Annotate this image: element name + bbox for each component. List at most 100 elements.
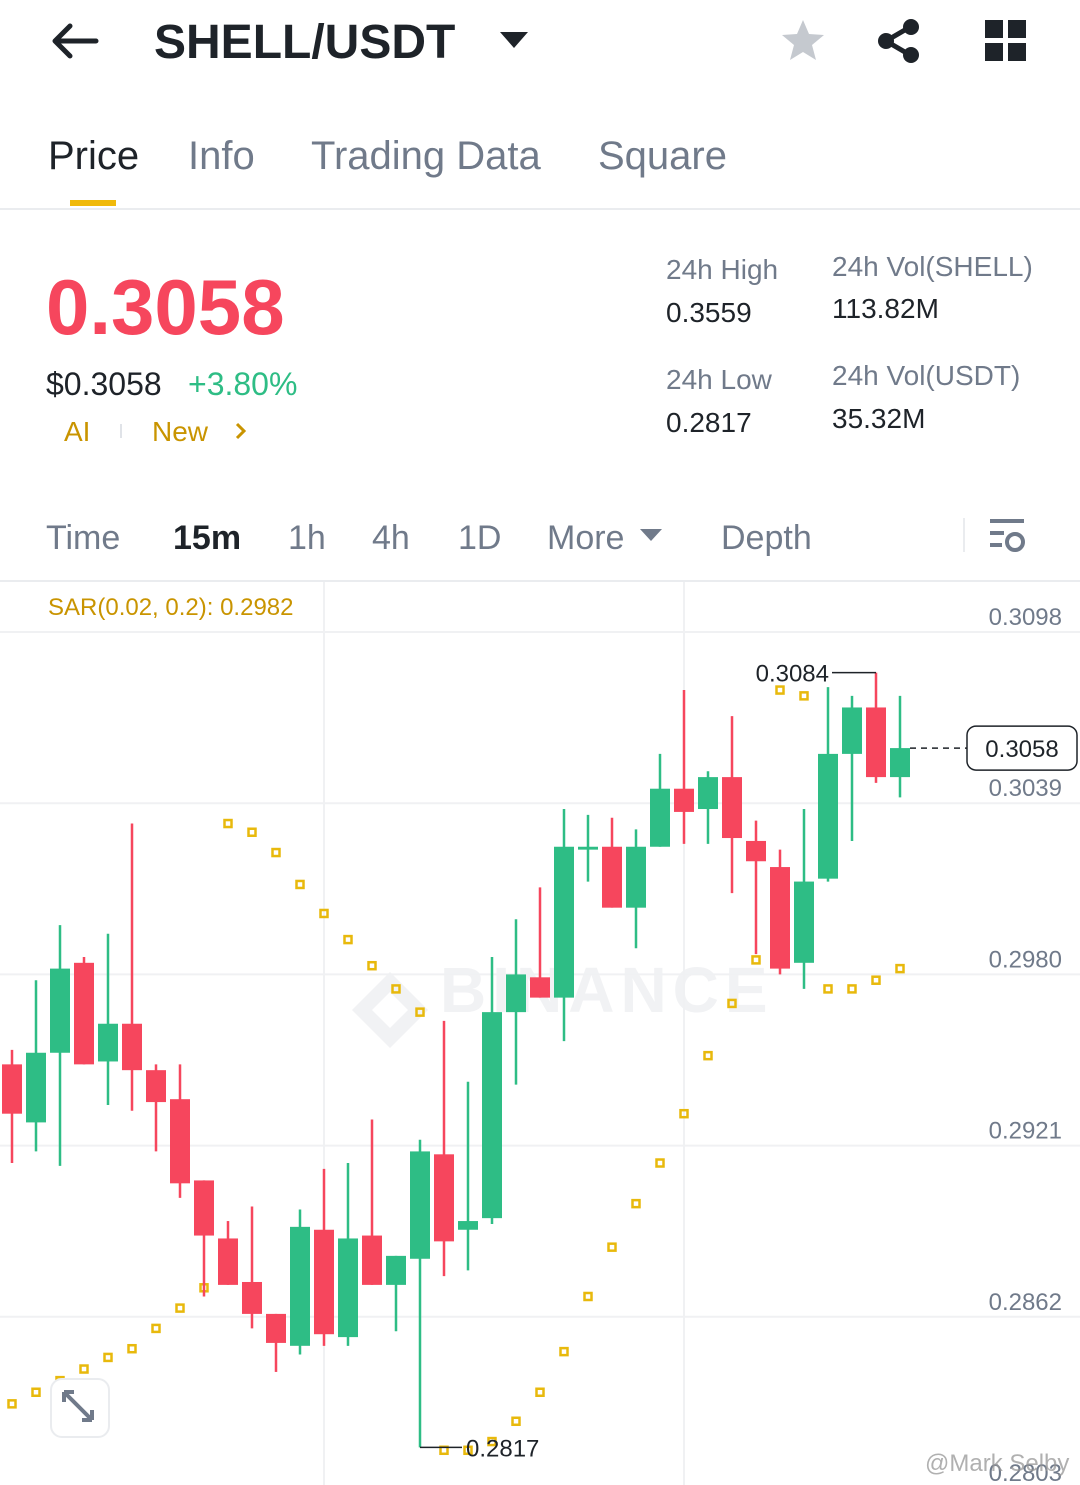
menu-button[interactable] bbox=[985, 20, 1027, 62]
candle-body bbox=[818, 753, 838, 879]
candle-body bbox=[98, 1023, 118, 1062]
interval[interactable]: Time bbox=[46, 519, 121, 557]
arrow-icon bbox=[52, 23, 99, 59]
stat-label: 24h Vol(USDT) bbox=[832, 360, 1021, 391]
indicator-label: SAR(0.02, 0.2): 0.2982 bbox=[48, 594, 294, 621]
expand-button[interactable] bbox=[50, 1378, 110, 1438]
sar-dot bbox=[343, 934, 353, 945]
tag[interactable]: AI bbox=[64, 416, 91, 447]
candle-body bbox=[218, 1238, 238, 1285]
tag-separator bbox=[120, 424, 122, 438]
candlestick-chart: BINANCE0.30980.30390.29800.29210.28620.2… bbox=[0, 582, 1080, 1485]
pair-title[interactable]: SHELL/USDT bbox=[154, 16, 456, 69]
tab-indicator bbox=[70, 200, 116, 206]
candle-body bbox=[170, 1099, 190, 1184]
tab[interactable]: Trading Data bbox=[311, 134, 541, 178]
interval[interactable]: Depth bbox=[721, 519, 812, 557]
candle-body bbox=[602, 846, 622, 908]
candle-body bbox=[890, 748, 910, 778]
sar-dot bbox=[487, 1436, 497, 1447]
credit: @Mark Selby bbox=[925, 1450, 1070, 1477]
sar-dot bbox=[391, 984, 401, 994]
candle-body bbox=[74, 962, 94, 1065]
sar-dot bbox=[727, 998, 737, 1009]
tab-active[interactable]: Price bbox=[48, 134, 140, 178]
candle-body bbox=[794, 881, 814, 963]
last-price-box bbox=[966, 725, 1078, 771]
divider bbox=[0, 208, 1080, 210]
interval[interactable]: More bbox=[547, 519, 625, 557]
candle-body bbox=[290, 1226, 310, 1346]
candle-body bbox=[674, 788, 694, 812]
candle-body bbox=[698, 777, 718, 810]
tag[interactable]: New bbox=[152, 416, 209, 447]
sar-dot bbox=[799, 691, 809, 701]
interval[interactable]: 1D bbox=[458, 519, 502, 557]
stat-label: 24h Low bbox=[666, 364, 772, 395]
candle-body bbox=[434, 1154, 454, 1242]
stat-value: 0.2817 bbox=[666, 407, 752, 438]
min-annotation: 0.2817 bbox=[466, 1435, 539, 1462]
candle-body bbox=[650, 788, 670, 847]
sar-dot bbox=[367, 960, 377, 971]
candle-body bbox=[386, 1255, 406, 1285]
more-caret[interactable] bbox=[640, 528, 662, 542]
sar-dot bbox=[535, 1387, 545, 1397]
share-button[interactable] bbox=[876, 18, 922, 64]
settings-icon bbox=[990, 519, 1025, 552]
candle-body bbox=[578, 846, 598, 850]
candle-body bbox=[842, 707, 862, 754]
candle-body bbox=[2, 1064, 22, 1114]
y-tick-label: 0.2803 bbox=[989, 1460, 1062, 1485]
last-price: 0.3058 bbox=[46, 263, 285, 351]
sar-dot bbox=[607, 1242, 617, 1252]
stat-label: 24h Vol(SHELL) bbox=[832, 251, 1033, 282]
candle-body bbox=[266, 1313, 286, 1343]
sar-dot bbox=[679, 1108, 689, 1119]
sar-dot bbox=[655, 1158, 665, 1168]
sar-dot bbox=[631, 1198, 641, 1209]
interval-active[interactable]: 15m bbox=[173, 519, 242, 557]
sar-dot bbox=[823, 984, 833, 994]
candle-body bbox=[626, 846, 646, 908]
tab[interactable]: Square bbox=[598, 134, 727, 178]
caret-icon bbox=[500, 32, 528, 48]
sar-dot bbox=[871, 975, 881, 985]
sar-dot bbox=[79, 1364, 89, 1374]
sar-dot bbox=[775, 685, 785, 695]
back-button[interactable] bbox=[50, 22, 100, 60]
sar-dot bbox=[247, 827, 257, 837]
sar-dot bbox=[319, 908, 329, 919]
sar-dot bbox=[271, 847, 281, 858]
tab[interactable]: Info bbox=[188, 134, 255, 178]
candle-body bbox=[722, 777, 742, 839]
interval[interactable]: 1h bbox=[288, 519, 326, 557]
sar-dot bbox=[511, 1416, 521, 1427]
candle-body bbox=[506, 974, 526, 1013]
candle-body bbox=[746, 840, 766, 862]
sar-dot bbox=[295, 879, 305, 890]
share-icon bbox=[878, 19, 919, 63]
y-tick-label: 0.3098 bbox=[989, 604, 1062, 631]
y-tick-label: 0.2862 bbox=[989, 1289, 1062, 1316]
stat-value: 113.82M bbox=[832, 293, 939, 324]
candle-body bbox=[146, 1070, 166, 1103]
candle-body bbox=[362, 1235, 382, 1285]
y-tick-label: 0.3039 bbox=[989, 775, 1062, 802]
sar-dot bbox=[847, 984, 857, 994]
favorite-button[interactable] bbox=[780, 18, 826, 64]
tag-chevron[interactable] bbox=[234, 421, 248, 441]
divider bbox=[963, 518, 965, 552]
candle-body bbox=[50, 968, 70, 1053]
interval[interactable]: 4h bbox=[372, 519, 410, 557]
candle-body bbox=[194, 1180, 214, 1236]
sar-dot bbox=[751, 955, 761, 965]
candle-body bbox=[338, 1238, 358, 1338]
chart-settings[interactable] bbox=[988, 518, 1028, 556]
sar-dot bbox=[103, 1352, 113, 1363]
pair-dropdown[interactable] bbox=[500, 30, 528, 50]
candle-body bbox=[482, 1012, 502, 1219]
sar-dot bbox=[223, 818, 233, 829]
candle-body bbox=[554, 846, 574, 998]
